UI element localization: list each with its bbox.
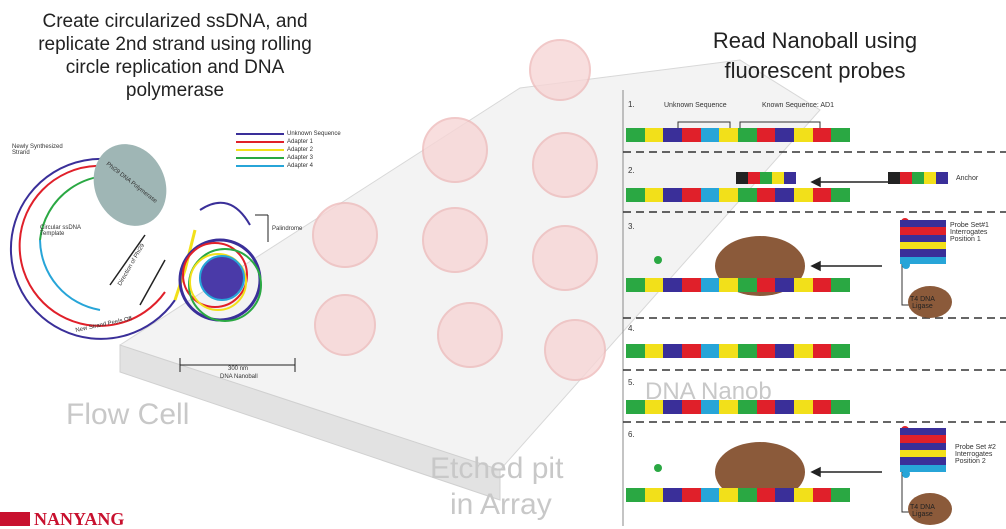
probe-stack-2 [900,428,946,472]
nanoball-label: DNA Nanoball [220,374,258,380]
legend-label: Adapter 3 [287,155,314,161]
legend-swatch [236,149,284,151]
step-label-6: 6. [628,430,635,439]
anchor-label: Anchor [956,175,979,182]
ligase-label-1: T4 DNA Ligase [910,296,935,310]
ligase-2-line-2: Ligase [912,511,933,518]
probe-set-2-label: Probe Set #2 Interrogates Position 2 [955,444,996,465]
etched-pit-label-1: Etched pit [430,452,564,485]
legend-item: Adapter 1 [236,138,356,146]
logo-text: NANYANG [34,509,125,529]
circular-template-line-1: Circular ssDNA [40,225,82,231]
left-caption: Create circularized ssDNA, and replicate… [10,10,340,102]
probe-set-2-line-2: Interrogates [955,451,993,458]
step-label-2: 2. [628,166,635,175]
anchor-probe [736,172,796,184]
ligase-label-2: T4 DNA Ligase [910,504,935,518]
legend-item: Adapter 3 [236,154,356,162]
flow-cell-label: Flow Cell [66,398,190,431]
newly-synthesized-line-1: Newly Synthesized [12,144,63,150]
probe-set-1-line-3: Position 1 [950,236,981,243]
newly-synthesized-line-2: Strand [12,150,30,156]
newly-synthesized-label: Newly Synthesized Strand [12,144,63,156]
probe-set-1-line-2: Interrogates [950,229,988,236]
left-caption-line-4: polymerase [125,80,225,101]
nanoball-tangle [178,201,262,322]
circular-template-label: Circular ssDNA Template [40,225,81,237]
legend-label: Unknown Sequence [287,131,341,137]
legend-swatch [236,141,284,143]
left-caption-line-1: Create circularized ssDNA, and [42,11,308,32]
right-caption: Read Nanoball using fluorescent probes [680,26,950,86]
anchor-probe-unbound [888,172,948,184]
right-caption-line-1: Read Nanoball using [712,28,918,53]
right-caption-line-2: fluorescent probes [724,58,906,83]
circular-template-line-2: Template [40,231,65,237]
dna-strand-6 [626,488,851,502]
logo-emblem-icon [0,512,30,526]
legend-swatch [236,133,284,135]
ligase-2-line-1: T4 DNA [910,504,935,511]
step-label-1: 1. [628,100,635,109]
dna-strand-2 [626,188,851,202]
scale-label: 300 nm [228,366,249,372]
ligase-1-line-2: Ligase [912,303,933,310]
probe-stack-1 [900,220,946,264]
probe-set-1-line-1: Probe Set#1 [950,222,989,229]
legend-item: Adapter 2 [236,146,356,154]
legend-label: Adapter 2 [287,147,314,153]
dna-strand-4 [626,344,851,358]
probe-set-2-line-3: Position 2 [955,458,986,465]
probe-panel-lines [622,90,1006,526]
etched-pit-label-2: in Array [450,488,552,521]
strand-legend: Unknown Sequence Adapter 1 Adapter 2 Ada… [236,130,356,170]
step-label-4: 4. [628,324,635,333]
probe-set-1-label: Probe Set#1 Interrogates Position 1 [950,222,989,243]
rolling-circle-diagram [9,144,296,372]
probe-set-2-line-1: Probe Set #2 [955,444,996,451]
legend-swatch [236,165,284,167]
known-sequence-label: Known Sequence: AD1 [762,102,834,109]
unknown-sequence-label: Unknown Sequence [664,102,727,109]
legend-label: Adapter 4 [287,163,314,169]
dna-strand-1 [626,128,851,142]
left-caption-line-2: replicate 2nd strand using rolling [38,34,312,55]
left-caption-line-3: circle replication and DNA [65,57,285,78]
legend-swatch [236,157,284,159]
dna-strand-3 [626,278,851,292]
ligase-1-line-1: T4 DNA [910,296,935,303]
palindrome-label: Palindrome [272,226,303,232]
step-label-5: 5. [628,378,635,387]
legend-item: Adapter 4 [236,162,356,170]
legend-item: Unknown Sequence [236,130,356,138]
legend-label: Adapter 1 [287,139,314,145]
step-label-3: 3. [628,222,635,231]
logo: NANYANG [0,509,125,529]
dna-strand-5 [626,400,851,414]
